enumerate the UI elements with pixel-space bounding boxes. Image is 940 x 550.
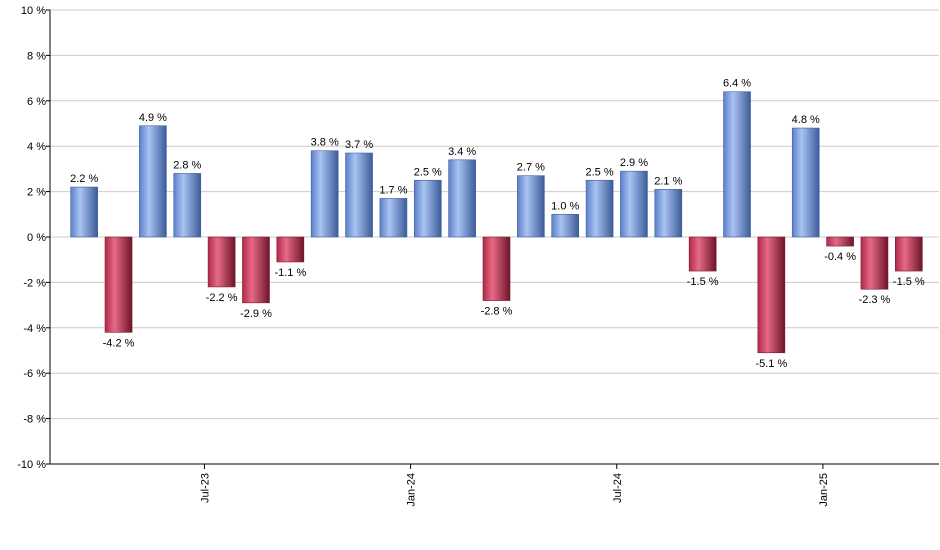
data-label: -1.1 % xyxy=(274,267,306,279)
bar xyxy=(379,198,408,238)
bar xyxy=(826,236,854,247)
data-label: -2.2 % xyxy=(206,292,238,304)
bar xyxy=(620,170,648,238)
bar xyxy=(173,173,202,238)
y-tick-label: -4 % xyxy=(23,323,46,335)
data-label: -1.5 % xyxy=(687,276,719,288)
data-label: 2.8 % xyxy=(173,159,201,171)
bar xyxy=(413,179,442,238)
y-tick-label: 10 % xyxy=(21,5,46,17)
data-label: 3.7 % xyxy=(345,139,373,151)
bar xyxy=(654,189,683,238)
x-axis-tick-labels: Jul-23 Jan-24 Jul-24 Jan-25 xyxy=(199,464,830,507)
bar xyxy=(70,186,98,238)
data-label: 1.0 % xyxy=(551,200,579,212)
bar xyxy=(517,175,545,238)
bar xyxy=(139,125,167,238)
bar xyxy=(551,214,580,238)
y-tick-label: 0 % xyxy=(27,232,46,244)
bar xyxy=(791,127,820,238)
data-label: 4.9 % xyxy=(139,112,167,124)
y-tick-label: 4 % xyxy=(27,141,46,153)
bar xyxy=(104,236,133,333)
data-label: -4.2 % xyxy=(103,337,135,349)
y-tick-label: -6 % xyxy=(23,368,46,380)
x-tick-label: Jan-25 xyxy=(818,473,830,507)
data-label: 2.2 % xyxy=(70,173,98,185)
bar xyxy=(585,179,614,238)
y-tick-label: -10 % xyxy=(17,459,46,471)
bar xyxy=(688,236,717,272)
data-labels: 2.2 % -4.2 % 4.9 % 2.8 % -2.2 %-2.9 % -1.1 % 3… xyxy=(70,78,925,370)
data-label: -5.1 % xyxy=(755,358,787,370)
y-tick-label: 6 % xyxy=(27,96,46,108)
data-label: -1.5 % xyxy=(893,276,925,288)
data-label: 3.8 % xyxy=(311,137,339,149)
bar xyxy=(207,236,236,288)
data-label: 2.5 % xyxy=(586,166,614,178)
y-tick-label: 8 % xyxy=(27,50,46,62)
y-axis-tick-labels: 10 % 8 % 6 % 4 % 2 % 0 % -2 % -4 % -6 % -8 % -10 % xyxy=(17,5,46,471)
data-label: 3.4 % xyxy=(448,146,476,158)
bar xyxy=(276,236,305,263)
data-label: 1.7 % xyxy=(379,184,407,196)
bar xyxy=(345,152,373,238)
bar xyxy=(860,236,889,290)
data-label: -0.4 % xyxy=(824,251,856,263)
data-label: -2.9 % xyxy=(240,308,272,320)
bar xyxy=(895,236,923,272)
bar xyxy=(242,236,270,304)
bar xyxy=(310,150,339,238)
x-tick-label: Jul-24 xyxy=(612,473,624,503)
bar xyxy=(723,91,751,238)
bars xyxy=(70,91,923,354)
data-label: 2.9 % xyxy=(620,157,648,169)
data-label: -2.3 % xyxy=(859,294,891,306)
data-label: 2.7 % xyxy=(517,162,545,174)
data-label: 4.8 % xyxy=(792,114,820,126)
bar xyxy=(482,236,511,301)
y-tick-label: -2 % xyxy=(23,277,46,289)
y-tick-label: -8 % xyxy=(23,414,46,426)
bar xyxy=(757,236,786,354)
data-label: 2.5 % xyxy=(414,166,442,178)
x-tick-label: Jul-23 xyxy=(199,473,211,503)
data-label: 2.1 % xyxy=(654,175,682,187)
y-tick-label: 2 % xyxy=(27,187,46,199)
data-label: -2.8 % xyxy=(481,306,513,318)
data-label: 6.4 % xyxy=(723,78,751,90)
x-tick-label: Jan-24 xyxy=(406,473,418,507)
bar xyxy=(448,159,476,238)
